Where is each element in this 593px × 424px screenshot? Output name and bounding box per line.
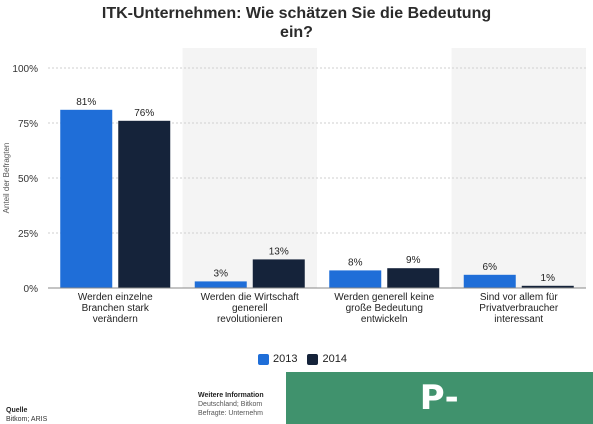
y-tick-label: 0%	[24, 284, 39, 295]
info-line-2: Befragte: Unternehm	[198, 410, 263, 417]
y-tick-label: 25%	[18, 229, 38, 240]
data-label: 76%	[134, 108, 154, 119]
bar-2013	[463, 274, 516, 288]
legend-label-2013: 2013	[273, 353, 298, 365]
bar-2014	[387, 268, 440, 288]
legend-item-2014[interactable]: 2014	[307, 353, 347, 365]
x-tick-label: revolutionieren	[217, 314, 283, 325]
x-tick-label: Werden generell keine	[334, 292, 434, 303]
data-label: 6%	[483, 262, 498, 273]
chart-title: ITK-Unternehmen: Wie schätzen Sie die Be…	[101, 5, 492, 41]
category-band	[182, 48, 317, 288]
source-heading: Quelle	[6, 407, 28, 414]
x-tick-label: Branchen stark	[82, 303, 150, 314]
bar-2013	[329, 270, 382, 288]
x-tick-label: entwickeln	[361, 314, 408, 325]
bar-2013	[194, 281, 247, 288]
y-axis-label: Anteil der Befragten	[2, 143, 11, 214]
x-tick-label: generell	[232, 303, 268, 314]
x-tick-label: interessant	[494, 314, 543, 325]
info-block: Weitere Information Deutschland; Bitkom …	[198, 391, 264, 418]
y-tick-label: 50%	[18, 174, 38, 185]
source-text: Bitkom; ARIS	[6, 416, 48, 423]
data-label: 8%	[348, 257, 363, 268]
bar-2013	[60, 109, 113, 288]
info-heading[interactable]: Weitere Information	[198, 392, 264, 399]
x-tick-label: Privatverbraucher	[479, 303, 559, 314]
info-line-1: Deutschland; Bitkom	[198, 401, 263, 408]
x-tick-label: verändern	[93, 314, 138, 325]
data-label: 13%	[269, 246, 289, 257]
chart-legend[interactable]: 2013 2014	[258, 353, 357, 365]
x-tick-label: große Bedeutung	[346, 303, 423, 314]
bar-2014	[521, 285, 574, 288]
x-tick-label: Werden die Wirtschaft	[201, 292, 299, 303]
y-tick-label: 75%	[18, 119, 38, 130]
legend-label-2014: 2014	[322, 353, 347, 365]
legend-swatch-2013	[258, 353, 269, 365]
x-tick-label: Sind vor allem für	[480, 292, 558, 303]
data-label: 81%	[76, 97, 96, 108]
legend-item-2013[interactable]: 2013	[258, 353, 297, 365]
legend-swatch-2014	[307, 353, 319, 365]
bar-2014	[252, 259, 305, 288]
bar-2014	[118, 120, 171, 288]
y-tick-label: 100%	[12, 64, 38, 75]
category-band	[451, 48, 586, 288]
source-block: Quelle Bitkom; ARIS	[6, 406, 47, 424]
x-tick-label: Werden einzelne	[78, 292, 153, 303]
data-label: 1%	[541, 273, 556, 284]
data-label: 3%	[214, 268, 229, 279]
watermark: P-MBuilders.com	[286, 372, 593, 424]
data-label: 9%	[406, 255, 421, 266]
